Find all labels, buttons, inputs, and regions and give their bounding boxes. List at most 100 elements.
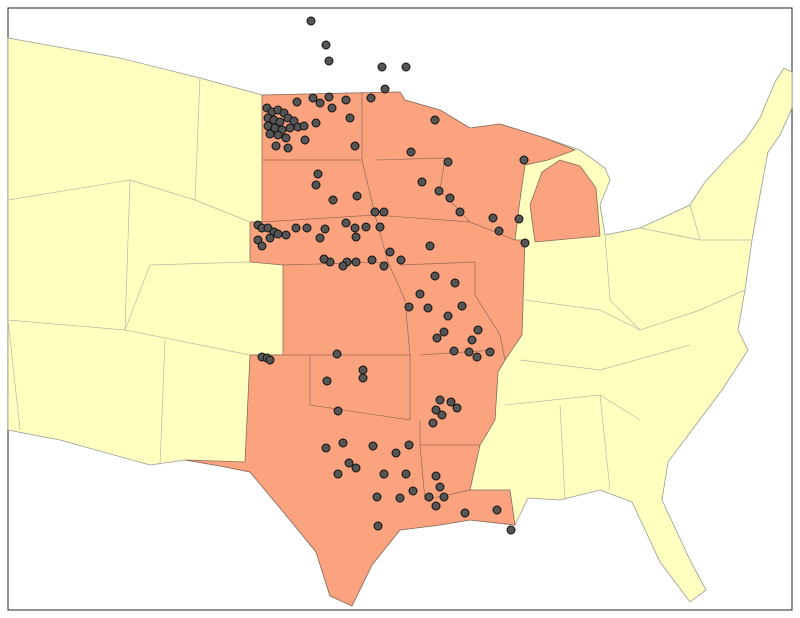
site-dot [333,469,343,479]
site-dot [391,448,401,458]
site-dot [519,155,529,165]
site-dot [358,365,368,375]
site-dot [460,508,470,518]
site-dot [424,492,434,502]
site-dot [431,471,441,481]
site-dot [306,16,316,26]
site-dot [315,98,325,108]
site-dot [358,373,368,383]
site-dot [320,224,330,234]
site-dot [457,301,467,311]
site-dot [319,254,329,264]
site-dot [322,376,332,386]
site-dot [437,410,447,420]
site-dot [341,95,351,105]
site-dot [380,84,390,94]
site-dot [449,346,459,356]
site-dot [370,207,380,217]
state-borders [7,77,752,501]
site-dot [430,271,440,281]
site-dot [257,241,267,251]
site-dot [434,186,444,196]
site-dot [396,255,406,265]
site-dot [415,289,425,299]
site-dot [324,56,334,66]
site-dot [377,62,387,72]
site-dot [291,223,301,233]
site-dot [366,93,376,103]
site-dot [520,238,530,248]
site-dot [485,347,495,357]
site-dot [446,397,456,407]
site-dot [265,233,275,243]
site-dot [350,141,360,151]
site-dot [285,123,295,133]
site-dot [435,482,445,492]
site-dot [299,121,309,131]
site-dot [395,493,405,503]
site-dot [315,233,325,243]
site-dot [401,469,411,479]
site-dot [311,180,321,190]
site-dot [351,463,361,473]
site-dot [327,103,337,113]
site-dot [311,118,321,128]
site-dot [514,214,524,224]
site-dot [328,195,338,205]
site-dot [367,255,377,265]
site-dot [292,97,302,107]
site-dot [338,261,348,271]
site-dot [428,418,438,428]
site-dot [321,443,331,453]
site-dot [431,501,441,511]
site-dot [351,257,361,267]
site-dot [300,135,310,145]
site-dot [265,129,275,139]
site-dot [432,333,442,343]
site-dot [373,521,383,531]
site-dot [265,355,275,365]
state-line [7,77,752,501]
site-dot [385,247,395,257]
site-dot [404,440,414,450]
site-dot [423,303,433,313]
site-dot [425,241,435,251]
site-dot [351,232,361,242]
site-dot [338,438,348,448]
site-dot [313,169,323,179]
site-dot [281,230,291,240]
site-dot [271,141,281,151]
site-dot [492,505,502,515]
site-dot [332,349,342,359]
site-dot [404,302,414,312]
site-dot [408,486,418,496]
site-dot [379,261,389,271]
site-dot [350,223,360,233]
site-dot [455,207,465,217]
site-dot [273,229,283,239]
site-dot [341,218,351,228]
site-dot [467,335,477,345]
site-dot [324,92,334,102]
site-dot [281,133,291,143]
state-line [250,92,516,501]
site-dot [372,492,382,502]
site-dot [401,62,411,72]
site-dot [417,177,427,187]
site-dot [273,130,283,140]
site-dot [345,113,355,123]
site-dot [406,147,416,157]
site-dot [443,311,453,321]
site-dot [308,93,318,103]
site-dot [352,191,362,201]
site-dot [494,226,504,236]
michigan-lower [529,159,601,243]
site-dot [283,143,293,153]
site-dot [445,193,455,203]
site-dot [302,223,312,233]
site-dot [431,405,441,415]
site-dot [361,222,371,232]
site-dot [435,395,445,405]
